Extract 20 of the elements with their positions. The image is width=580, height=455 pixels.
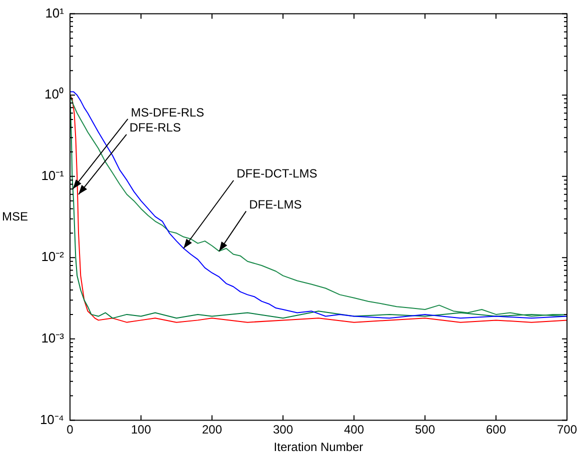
y-axis-title: MSE bbox=[2, 209, 28, 224]
y-tick-label: 10⁻⁴ bbox=[40, 412, 64, 427]
x-tick-label: 100 bbox=[130, 422, 152, 437]
x-tick-label: 200 bbox=[202, 422, 222, 437]
y-tick-label: 10⁻¹ bbox=[41, 168, 65, 183]
annotation: DFE-LMS bbox=[249, 198, 302, 212]
y-tick-label: 10¹ bbox=[45, 5, 65, 20]
x-tick-label: 500 bbox=[414, 422, 436, 437]
y-tick-label: 10⁰ bbox=[44, 86, 64, 102]
annotation: MS-DFE-RLS bbox=[130, 105, 204, 120]
annotation: DFE-DCT-LMS bbox=[236, 166, 318, 181]
y-tick-label: 10⁻² bbox=[41, 249, 65, 264]
x-axis-title: Iteration Number bbox=[274, 440, 364, 454]
x-tick-label: 600 bbox=[486, 422, 506, 437]
x-tick-label: 300 bbox=[272, 422, 294, 437]
y-tick-label: 10⁻³ bbox=[41, 330, 65, 346]
x-tick-label: 0 bbox=[66, 422, 74, 437]
x-tick-label: 700 bbox=[556, 422, 578, 437]
annotation: DFE-RLS bbox=[130, 120, 181, 135]
x-tick-label: 400 bbox=[344, 422, 364, 437]
